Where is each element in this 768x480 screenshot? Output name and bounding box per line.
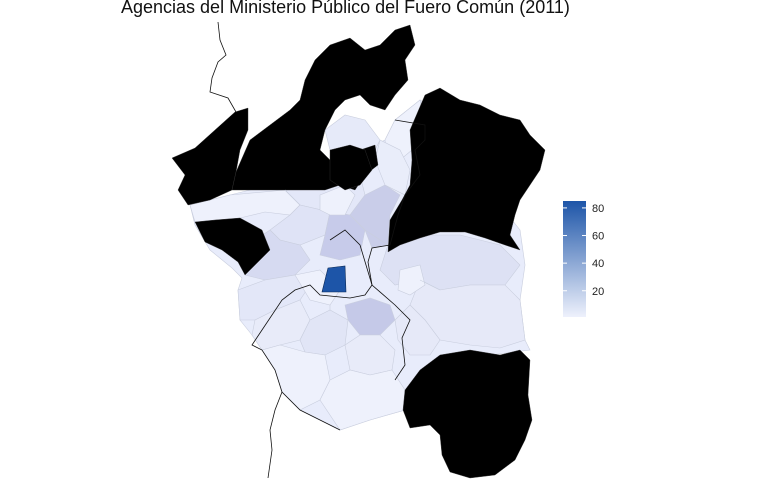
outline-center	[251, 229, 373, 431]
no-data-regions	[171, 24, 546, 479]
legend-ticks: 80 60 40 20	[563, 203, 604, 298]
map-region	[324, 114, 381, 151]
color-legend: 80 60 40 20	[563, 201, 604, 317]
map-title: Agencias del Ministerio Público del Fuer…	[121, 0, 570, 17]
outline-north-line	[209, 21, 237, 113]
map-region	[397, 264, 426, 296]
admin-outline	[209, 21, 426, 479]
no-data-region	[171, 107, 249, 206]
outline-inner	[367, 119, 426, 381]
legend-tick-label: 20	[592, 286, 604, 298]
map-region	[344, 297, 396, 336]
map-region	[261, 344, 331, 411]
no-data-region	[402, 349, 533, 479]
legend-tick-label: 80	[592, 203, 604, 215]
no-data-region	[387, 87, 546, 253]
legend-colorbar	[563, 201, 586, 317]
map-region	[394, 304, 441, 356]
region-borders	[284, 189, 441, 310]
no-data-region	[194, 217, 271, 276]
legend-tick-label: 60	[592, 231, 604, 243]
no-data-region	[329, 144, 373, 191]
legend-tick-label: 40	[592, 258, 604, 270]
map-region-max	[321, 265, 347, 293]
outline-south-tail	[267, 391, 283, 479]
